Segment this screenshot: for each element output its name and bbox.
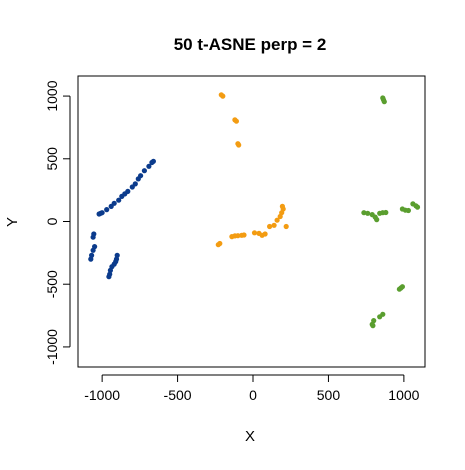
y-tick-label: 500 — [44, 147, 60, 171]
data-point-series-1 — [88, 256, 94, 262]
x-tick-label: 1000 — [388, 387, 419, 403]
data-point-series-2 — [217, 240, 223, 247]
data-point-series-1 — [119, 193, 125, 199]
data-point-series-2 — [251, 230, 258, 236]
y-tick-label: -1000 — [44, 329, 60, 365]
data-point-series-3 — [405, 207, 411, 214]
x-tick-label: -500 — [164, 387, 192, 403]
data-point-series-1 — [141, 168, 147, 174]
data-point-series-3 — [414, 204, 421, 210]
data-point-series-1 — [116, 197, 122, 203]
data-point-series-1 — [106, 274, 112, 280]
data-point-series-1 — [104, 207, 110, 213]
data-point-series-2 — [274, 217, 280, 223]
data-points — [88, 92, 421, 329]
data-point-series-2 — [267, 223, 273, 230]
data-point-series-3 — [374, 217, 380, 223]
data-point-series-1 — [149, 159, 155, 166]
x-tick-label: 500 — [317, 387, 341, 403]
x-axis-label: X — [245, 428, 255, 445]
data-point-series-1 — [90, 234, 96, 240]
data-point-series-3 — [383, 209, 389, 216]
data-point-series-2 — [235, 233, 241, 239]
plot-frame — [77, 75, 426, 368]
data-point-series-1 — [129, 184, 135, 190]
data-point-series-2 — [283, 223, 289, 230]
data-point-series-2 — [236, 142, 242, 148]
y-tick-label: -500 — [44, 270, 60, 298]
y-tick-label: 0 — [44, 217, 60, 225]
data-point-series-2 — [220, 93, 226, 99]
chart-title: 50 t-ASNE perp = 2 — [174, 35, 327, 54]
data-point-series-1 — [96, 211, 102, 217]
x-tick-label: 0 — [249, 387, 257, 403]
data-point-series-3 — [370, 323, 376, 329]
x-axis: -1000 -500 0 500 1000 — [84, 374, 420, 403]
data-point-series-2 — [279, 203, 285, 209]
data-point-series-2 — [241, 232, 247, 238]
data-point-series-3 — [381, 99, 387, 105]
y-axis: -1000 -500 0 500 1000 — [44, 80, 71, 365]
data-point-series-3 — [399, 284, 405, 290]
data-point-series-1 — [135, 176, 141, 182]
x-tick-label: -1000 — [84, 387, 120, 403]
y-tick-label: 1000 — [44, 80, 60, 111]
data-point-series-1 — [146, 163, 152, 169]
data-point-series-2 — [262, 231, 268, 237]
data-point-series-3 — [377, 314, 383, 320]
data-point-series-3 — [365, 210, 371, 216]
data-point-series-1 — [90, 247, 96, 253]
data-point-series-2 — [271, 222, 277, 228]
y-axis-label: Y — [4, 217, 21, 227]
data-point-series-2 — [233, 118, 239, 124]
data-point-series-1 — [108, 203, 114, 209]
